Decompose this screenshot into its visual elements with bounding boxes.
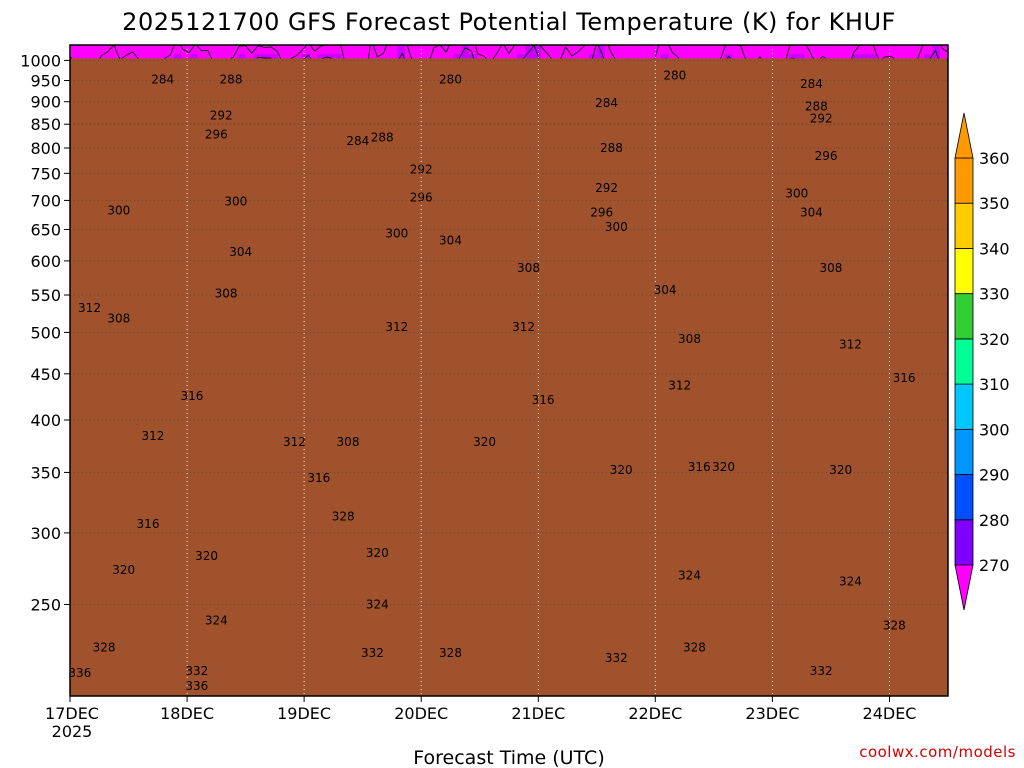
field-cell — [381, 45, 390, 55]
field-cell — [70, 45, 79, 55]
field-cell — [373, 45, 382, 55]
field-cell — [205, 45, 215, 55]
field-cell — [620, 45, 630, 55]
field-cell — [237, 45, 247, 55]
field-cell — [325, 45, 334, 55]
field-cell — [181, 45, 191, 55]
field-cell — [213, 45, 223, 55]
field-cell — [437, 45, 446, 55]
field-cell — [572, 45, 582, 55]
field-cell — [461, 45, 470, 55]
field-cell — [277, 45, 287, 55]
field-cell — [101, 45, 111, 55]
field-cell — [596, 45, 606, 55]
field-cell — [469, 45, 478, 55]
field-cell — [165, 45, 175, 55]
field-cell — [301, 45, 311, 55]
field-cell — [189, 45, 199, 55]
field-cell — [477, 45, 486, 55]
field-cell — [173, 45, 183, 55]
chart-title: 2025121700 GFS Forecast Potential Temper… — [122, 8, 896, 36]
field-cell — [157, 45, 167, 55]
field-cell — [405, 45, 414, 55]
field-cell — [245, 45, 255, 55]
field-cell — [612, 45, 622, 55]
field-cell — [229, 45, 239, 55]
field-cell — [421, 45, 430, 55]
field-cell — [389, 45, 398, 55]
field-cell — [221, 45, 231, 55]
field-cell — [133, 45, 143, 55]
field-cell — [493, 45, 502, 55]
field-cell — [556, 45, 566, 55]
field-cell — [341, 45, 350, 55]
field-cell — [77, 45, 87, 55]
field-cell — [564, 45, 574, 55]
field-cell — [117, 45, 127, 55]
field-cell — [540, 45, 550, 55]
field-cell — [269, 45, 279, 55]
field-cell — [453, 45, 462, 55]
field-cell — [516, 45, 526, 55]
field-cell — [125, 45, 135, 55]
field-cell — [317, 45, 327, 55]
field-cell — [604, 45, 614, 55]
field-cell — [349, 45, 358, 55]
field-cell — [149, 45, 159, 55]
field-cell — [445, 45, 454, 55]
field-cell — [588, 45, 598, 55]
field-cell — [532, 45, 542, 55]
field-cell — [85, 45, 95, 55]
field-cell — [501, 45, 510, 55]
field-cell — [413, 45, 422, 55]
field-cell — [197, 45, 207, 55]
field-cell — [285, 45, 295, 55]
field-cell — [485, 45, 494, 55]
field-cell — [580, 45, 590, 55]
field-cell — [253, 45, 263, 55]
field-cell — [93, 45, 103, 55]
field-cell — [397, 45, 406, 55]
field-cell — [357, 45, 366, 55]
field-cell — [261, 45, 271, 55]
field-cell — [524, 45, 534, 55]
field-cell — [293, 45, 303, 55]
field-cell — [141, 45, 151, 55]
field-cell — [333, 45, 342, 55]
field-cell — [109, 45, 119, 55]
field-cell — [548, 45, 558, 55]
field-cell — [509, 45, 518, 55]
